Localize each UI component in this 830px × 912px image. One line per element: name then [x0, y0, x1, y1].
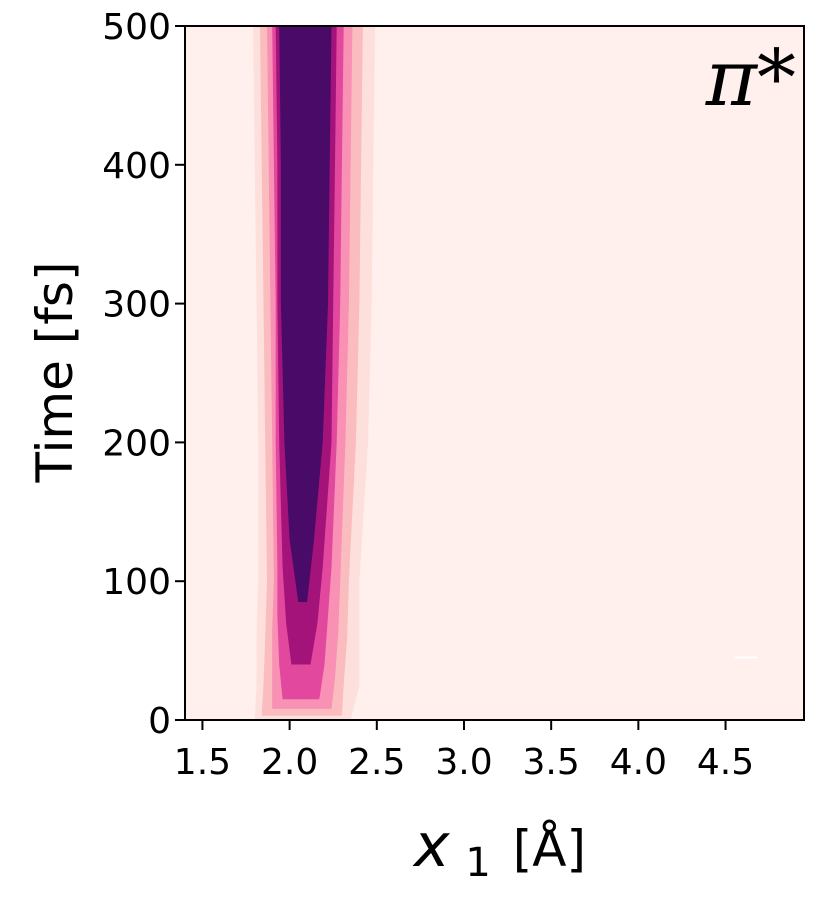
x-tick-label: 2.5 [348, 742, 405, 783]
y-tick-label: 100 [102, 562, 171, 603]
y-axis-ticks: 0 100 200 300 400 500 [102, 7, 185, 742]
y-tick-label: 0 [148, 701, 171, 742]
x-tick-label: 3.5 [523, 742, 580, 783]
x-axis-unit: [Å] [513, 820, 586, 878]
x-axis-symbol: x [412, 811, 450, 881]
y-tick-label: 400 [102, 146, 171, 187]
x-tick-label: 3.0 [435, 742, 492, 783]
contour-band-5 [279, 26, 332, 602]
x-tick-label: 2.0 [261, 742, 318, 783]
y-tick-label: 300 [102, 285, 171, 326]
x-tick-label: 1.5 [174, 742, 231, 783]
y-axis-title: Time [fs] [26, 262, 84, 484]
y-tick-label: 500 [102, 7, 171, 48]
y-tick-label: 200 [102, 423, 171, 464]
x-axis-subscript: 1 [465, 840, 490, 886]
panel-label: π* [705, 34, 796, 124]
plot-frame [184, 25, 805, 721]
x-tick-label: 4.5 [697, 742, 754, 783]
plot-area [184, 25, 805, 721]
x-tick-label: 4.0 [610, 742, 667, 783]
x-axis-ticks: 1.5 2.0 2.5 3.0 3.5 4.0 4.5 [174, 720, 754, 783]
x-axis-title: x 1 [Å] [412, 811, 586, 888]
density-contours [253, 26, 376, 720]
